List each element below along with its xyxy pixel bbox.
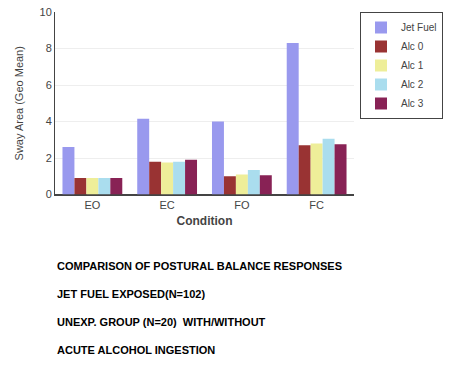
svg-text:FO: FO (234, 199, 250, 211)
svg-text:Condition: Condition (177, 214, 233, 228)
svg-text:JET FUEL EXPOSED(N=102): JET FUEL EXPOSED(N=102) (57, 288, 205, 300)
svg-text:10: 10 (40, 6, 52, 18)
svg-text:2: 2 (46, 152, 52, 164)
svg-text:0: 0 (46, 188, 52, 200)
svg-text:Alc 1: Alc 1 (401, 60, 424, 71)
svg-text:EO: EO (84, 199, 100, 211)
svg-text:Sway Area (Geo Mean): Sway Area (Geo Mean) (13, 46, 25, 160)
svg-text:Jet Fuel: Jet Fuel (401, 22, 437, 33)
svg-text:EC: EC (159, 199, 174, 211)
svg-text:FC: FC (309, 199, 324, 211)
svg-text:Alc 3: Alc 3 (401, 98, 424, 109)
svg-text:UNEXP. GROUP (N=20) WITH/WITH: UNEXP. GROUP (N=20) WITH/WITHOUT (57, 316, 266, 328)
svg-text:Alc 2: Alc 2 (401, 79, 424, 90)
svg-text:COMPARISON OF POSTURAL BALANCE: COMPARISON OF POSTURAL BALANCE RESPONSES (57, 260, 342, 272)
svg-text:6: 6 (46, 79, 52, 91)
svg-text:ACUTE ALCOHOL INGESTION: ACUTE ALCOHOL INGESTION (57, 344, 215, 356)
svg-text:8: 8 (46, 42, 52, 54)
svg-text:4: 4 (46, 115, 52, 127)
svg-text:Alc 0: Alc 0 (401, 41, 424, 52)
